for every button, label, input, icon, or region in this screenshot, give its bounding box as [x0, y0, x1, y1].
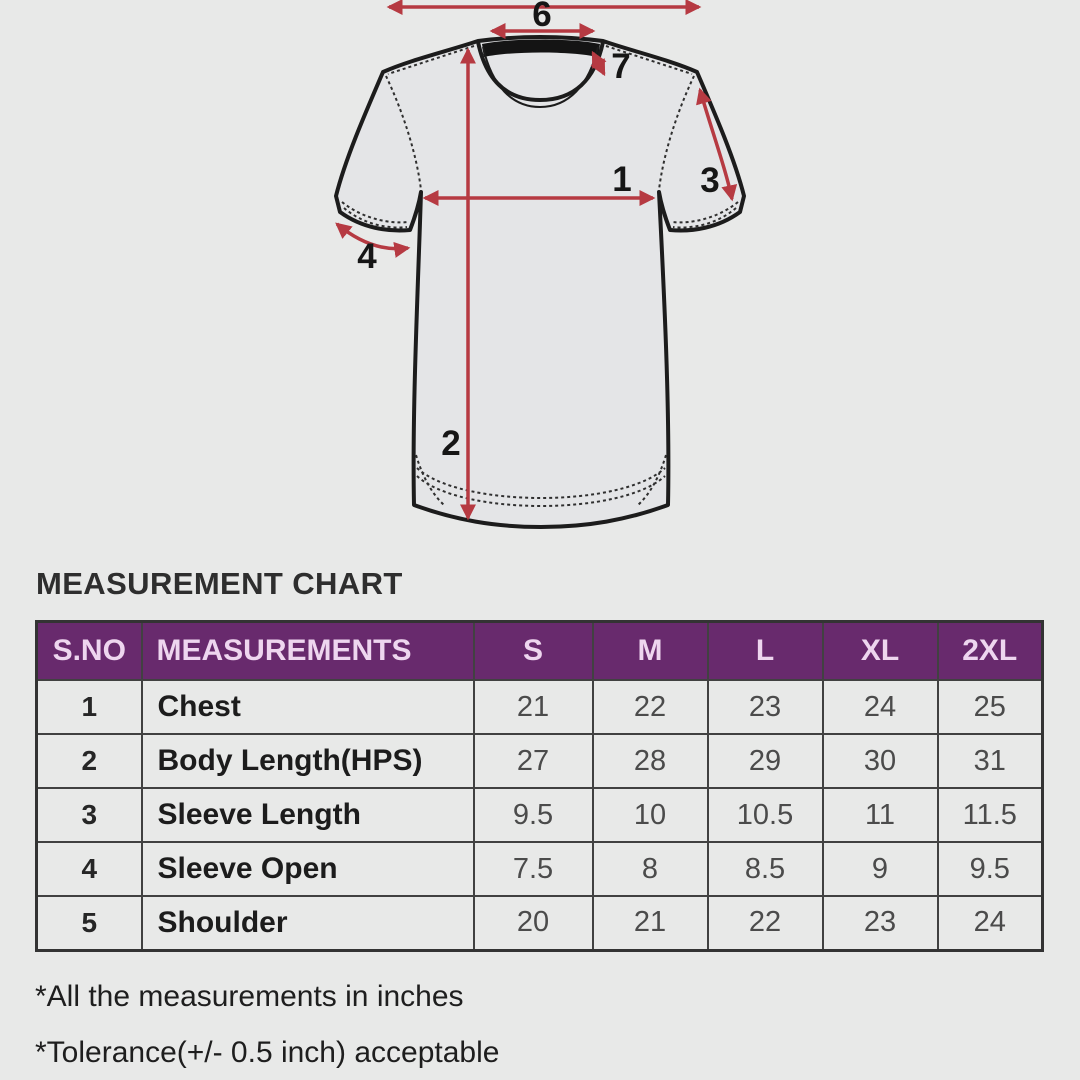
- cell-value: 22: [591, 679, 709, 735]
- cell-value: 11.5: [936, 787, 1044, 843]
- row-name: Sleeve Length: [140, 787, 475, 843]
- row-sno: 2: [35, 733, 143, 789]
- row-sno: 4: [35, 841, 143, 897]
- col-header-xl: XL: [821, 620, 939, 681]
- table-header-row: S.NO MEASUREMENTS S M L XL 2XL: [35, 620, 1044, 681]
- cell-value: 27: [472, 733, 594, 789]
- table-row: 3 Sleeve Length 9.5 10 10.5 11 11.5: [35, 787, 1044, 843]
- sleeve-open-arrow-label: 4: [357, 237, 377, 276]
- col-header-l: L: [706, 620, 824, 681]
- cell-value: 28: [591, 733, 709, 789]
- cell-value: 22: [706, 895, 824, 951]
- sleeve-length-arrow: [696, 87, 738, 202]
- page-title: MEASUREMENT CHART: [36, 566, 403, 601]
- note-tolerance: *Tolerance(+/- 0.5 inch) acceptable: [35, 1036, 500, 1069]
- measurement-arrows: [335, 0, 738, 521]
- cell-value: 31: [936, 733, 1044, 789]
- table-row: 1 Chest 21 22 23 24 25: [35, 679, 1044, 735]
- sleeve-open-arrow: [335, 222, 411, 258]
- body-length-arrow-label: 2: [441, 424, 460, 463]
- col-header-measurements: MEASUREMENTS: [140, 620, 475, 681]
- table-row: 2 Body Length(HPS) 27 28 29 30 31: [35, 733, 1044, 789]
- cell-value: 11: [821, 787, 939, 843]
- cell-value: 24: [936, 895, 1044, 951]
- tshirt-diagram-svg: 1 2 3 4 6 7: [334, 0, 746, 529]
- collar-depth-arrow-label: 7: [611, 47, 630, 86]
- cell-value: 7.5: [472, 841, 594, 897]
- note-measurements-in-inches: *All the measurements in inches: [35, 980, 464, 1013]
- cell-value: 21: [591, 895, 709, 951]
- cell-value: 25: [936, 679, 1044, 735]
- chest-arrow-label: 1: [612, 160, 631, 199]
- cell-value: 30: [821, 733, 939, 789]
- col-header-s: S: [472, 620, 594, 681]
- col-header-2xl: 2XL: [936, 620, 1044, 681]
- neck-width-arrow-label: 6: [532, 0, 551, 34]
- cell-value: 23: [821, 895, 939, 951]
- cell-value: 21: [472, 679, 594, 735]
- row-name: Sleeve Open: [140, 841, 475, 897]
- row-sno: 1: [35, 679, 143, 735]
- row-sno: 3: [35, 787, 143, 843]
- row-sno: 5: [35, 895, 143, 951]
- cell-value: 8.5: [706, 841, 824, 897]
- cell-value: 29: [706, 733, 824, 789]
- cell-value: 9.5: [472, 787, 594, 843]
- callout-labels: 1 2 3 4 6 7: [357, 0, 719, 463]
- table-row: 5 Shoulder 20 21 22 23 24: [35, 895, 1044, 951]
- sleeve-length-arrow-label: 3: [700, 161, 719, 200]
- cell-value: 9.5: [936, 841, 1044, 897]
- col-header-sno: S.NO: [35, 620, 143, 681]
- tshirt-outline: [334, 35, 746, 529]
- cell-value: 20: [472, 895, 594, 951]
- row-name: Chest: [140, 679, 475, 735]
- cell-value: 9: [821, 841, 939, 897]
- cell-value: 8: [591, 841, 709, 897]
- cell-value: 10: [591, 787, 709, 843]
- cell-value: 23: [706, 679, 824, 735]
- measurement-table: S.NO MEASUREMENTS S M L XL 2XL 1 Chest 2…: [35, 620, 1044, 952]
- row-name: Body Length(HPS): [140, 733, 475, 789]
- row-name: Shoulder: [140, 895, 475, 951]
- collar-depth-arrow: [590, 50, 607, 77]
- table-row: 4 Sleeve Open 7.5 8 8.5 9 9.5: [35, 841, 1044, 897]
- cell-value: 10.5: [706, 787, 824, 843]
- cell-value: 24: [821, 679, 939, 735]
- tshirt-measurement-diagram: 1 2 3 4 6 7: [334, 0, 746, 529]
- col-header-m: M: [591, 620, 709, 681]
- collar-band-icon: [482, 39, 600, 57]
